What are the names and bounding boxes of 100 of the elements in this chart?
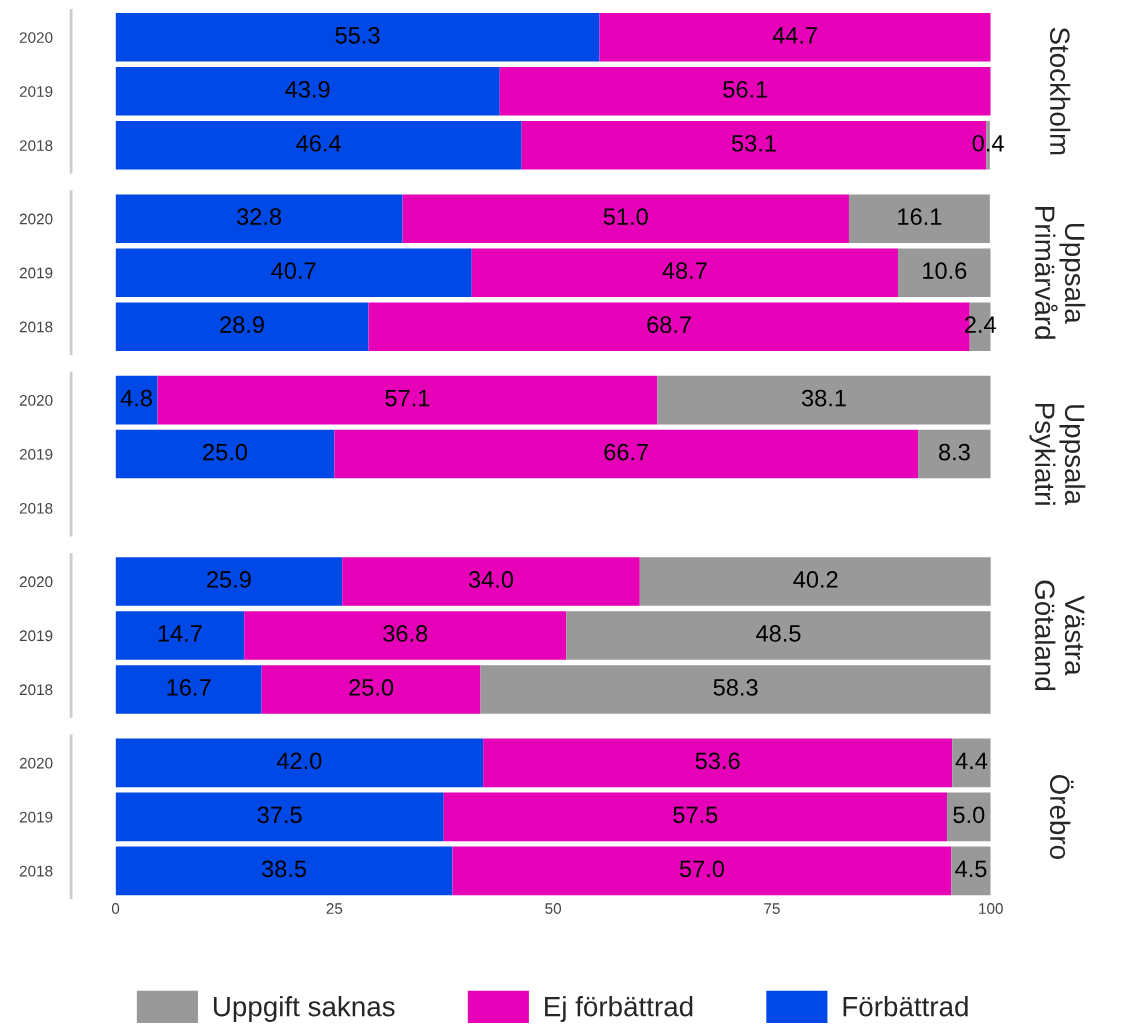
bar bbox=[480, 665, 991, 714]
y-tick-label: 2019 bbox=[19, 630, 53, 642]
y-axis-title: Örebro bbox=[1049, 774, 1074, 859]
legend-label: Ej förbättrad bbox=[545, 996, 693, 1022]
bar bbox=[115, 429, 335, 479]
data-label: 37.5 bbox=[257, 806, 302, 824]
bar bbox=[115, 792, 444, 842]
data-label: 16.7 bbox=[167, 679, 211, 696]
bar bbox=[952, 738, 991, 788]
data-label: 46.4 bbox=[296, 134, 341, 152]
data-label: 44.7 bbox=[772, 27, 817, 44]
data-label: 5.0 bbox=[953, 806, 985, 824]
y-tick-label: 2020 bbox=[19, 213, 53, 225]
data-label: 42.0 bbox=[276, 752, 322, 770]
legend-label: Uppgift saknas bbox=[213, 996, 395, 1022]
y-tick-label: 2018 bbox=[19, 865, 53, 877]
data-label: 32.8 bbox=[237, 208, 282, 226]
x-tick-label: 75 bbox=[764, 903, 780, 914]
data-label: 36.8 bbox=[383, 625, 428, 642]
bar bbox=[499, 67, 991, 116]
data-label: 28.9 bbox=[220, 316, 264, 334]
bar bbox=[115, 738, 484, 788]
x-tick-label: 25 bbox=[326, 903, 343, 914]
bar bbox=[566, 611, 991, 660]
y-tick-label: 2018 bbox=[19, 140, 53, 151]
data-label: 48.5 bbox=[756, 625, 801, 642]
data-label: 57.0 bbox=[679, 860, 724, 878]
bar bbox=[115, 846, 453, 896]
y-tick-label: 2019 bbox=[19, 448, 53, 460]
y-tick-label: 2020 bbox=[19, 32, 53, 43]
y-axis-title: Uppsala Primärvård bbox=[1034, 207, 1086, 339]
data-label: 58.3 bbox=[713, 679, 758, 696]
x-tick-label: 50 bbox=[545, 903, 562, 914]
bar bbox=[897, 248, 991, 297]
x-tick-label: 0 bbox=[111, 903, 120, 914]
data-label: 68.7 bbox=[647, 316, 691, 334]
y-tick-label: 2020 bbox=[19, 757, 53, 769]
data-label: 53.6 bbox=[695, 752, 740, 770]
y-axis-title: Stockholm bbox=[1049, 27, 1071, 155]
data-label: 40.7 bbox=[271, 262, 316, 280]
y-tick-label: 2020 bbox=[19, 394, 53, 406]
data-label: 4.8 bbox=[120, 389, 152, 407]
bar bbox=[443, 792, 947, 842]
data-label: 25.9 bbox=[207, 571, 251, 588]
bar bbox=[657, 375, 991, 425]
bar bbox=[115, 375, 158, 425]
bar bbox=[115, 67, 500, 116]
data-label: 53.1 bbox=[731, 134, 776, 152]
data-label: 38.1 bbox=[801, 389, 846, 407]
bar bbox=[848, 194, 990, 243]
data-label: 55.3 bbox=[335, 26, 380, 44]
data-label: 16.1 bbox=[898, 208, 942, 226]
bar bbox=[115, 248, 472, 297]
bar bbox=[261, 665, 481, 714]
bar bbox=[157, 375, 658, 425]
bar bbox=[483, 738, 953, 788]
data-label: 4.5 bbox=[955, 860, 987, 878]
bar bbox=[342, 557, 640, 606]
bar bbox=[951, 846, 991, 896]
bar bbox=[918, 429, 991, 479]
y-tick-label: 2019 bbox=[19, 811, 53, 823]
data-label: 40.2 bbox=[793, 571, 838, 588]
bar bbox=[639, 557, 991, 606]
bar bbox=[115, 611, 245, 660]
bar bbox=[334, 429, 919, 479]
y-tick-label: 2018 bbox=[19, 502, 53, 514]
data-label: 51.0 bbox=[603, 208, 648, 226]
data-label: 57.1 bbox=[385, 389, 430, 407]
bar bbox=[115, 302, 369, 351]
data-label: 25.0 bbox=[203, 443, 248, 461]
data-label: 10.6 bbox=[923, 262, 967, 280]
bar bbox=[115, 557, 343, 606]
bar bbox=[115, 194, 403, 243]
bar bbox=[115, 13, 600, 62]
data-label: 43.9 bbox=[285, 80, 330, 98]
bar bbox=[599, 13, 991, 62]
bar bbox=[115, 665, 262, 714]
bar bbox=[452, 846, 952, 896]
data-label: 14.7 bbox=[158, 625, 202, 642]
data-label: 25.0 bbox=[349, 679, 394, 696]
y-axis-title: Uppsala Psykiatri bbox=[1029, 403, 1086, 506]
y-axis-title: Västra Götaland bbox=[1034, 580, 1085, 691]
legend-label: Förbättrad bbox=[843, 996, 968, 1017]
data-label: 66.7 bbox=[604, 443, 649, 461]
data-label: 4.4 bbox=[955, 752, 988, 769]
y-tick-label: 2018 bbox=[19, 321, 53, 333]
bar bbox=[402, 194, 849, 243]
data-label: 8.3 bbox=[939, 443, 970, 461]
data-label: 38.5 bbox=[261, 860, 307, 878]
bar bbox=[946, 792, 991, 842]
x-tick-label: 100 bbox=[979, 903, 1003, 914]
data-label: 48.7 bbox=[662, 262, 707, 280]
y-tick-label: 2019 bbox=[19, 86, 53, 97]
y-tick-label: 2020 bbox=[19, 576, 53, 588]
data-label: 57.5 bbox=[673, 806, 718, 824]
bar bbox=[244, 611, 567, 660]
y-tick-label: 2019 bbox=[19, 267, 53, 279]
data-label: 56.1 bbox=[723, 80, 768, 98]
bar bbox=[471, 248, 898, 297]
data-label: 34.0 bbox=[468, 571, 514, 588]
